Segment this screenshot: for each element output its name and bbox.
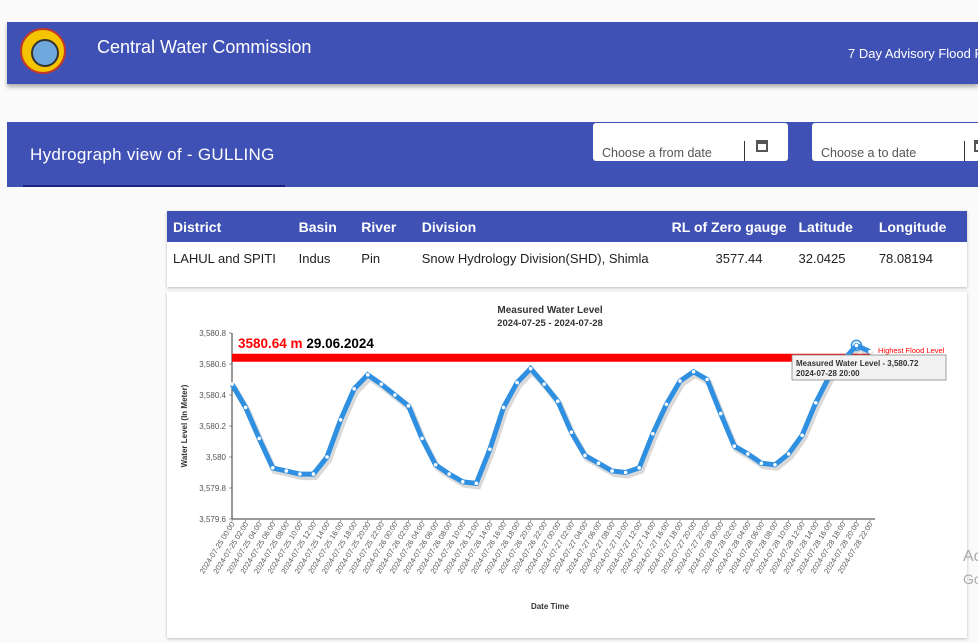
series-line [229,342,872,487]
data-point [311,472,316,476]
column-header: District [167,211,293,242]
data-point [365,373,370,377]
data-point [352,387,356,391]
tooltip-value: Measured Water Level - 3,580.72 [796,359,919,368]
column-header: River [355,211,416,242]
data-point [270,466,275,470]
data-point [447,472,451,476]
data-point [854,343,859,348]
table-cell: Indus [298,250,331,266]
data-point [474,481,479,486]
data-point [569,430,574,434]
y-tick-label: 3,580 [206,453,227,462]
logo [20,28,66,74]
data-point [664,402,669,407]
data-point [515,380,519,385]
app-title: Central Water Commission [97,37,312,57]
reference-name: Highest Flood Level [878,346,945,355]
data-point [488,447,492,452]
reference-value-label: 3580.64 m [238,336,303,351]
data-point [528,366,533,371]
chart-card: Measured Water Level 2024-07-25 - 2024-07… [167,292,967,638]
column-header: Latitude [792,211,873,242]
data-point [773,462,777,467]
data-point [678,379,682,383]
info-table: District Basin River Division RL of Zero gau… [167,211,967,274]
from-placeholder: Choose a from date [602,146,712,160]
y-axis-title: Water Level (In Meter) [180,384,189,467]
y-tick-label: 3,579.6 [199,515,226,524]
data-point [623,470,628,475]
y-tick-label: 3,580.6 [199,360,226,369]
watermark: Ac [963,548,978,565]
data-point [786,452,791,456]
watermark: Go [963,571,978,587]
title-underline [23,185,285,187]
data-point [393,393,397,397]
chart: Measured Water Level 2024-07-25 - 2024-07… [180,305,947,611]
data-point [596,461,601,465]
data-point [705,377,709,382]
data-point [433,462,438,467]
data-point [610,469,614,473]
data-point [325,455,329,459]
data-point [746,452,750,456]
reference-date: 29.06.2024 [306,336,374,351]
data-point [759,461,764,465]
app-bar [7,22,978,84]
data-point [691,369,696,374]
data-point [379,382,384,386]
advisory-link[interactable]: 7 Day Advisory Flood Forecast [848,46,978,61]
data-point [298,472,302,476]
table-cell: Snow Hydrology Division(SHD), Shimla [421,250,649,266]
y-tick-label: 3,580.8 [199,329,226,338]
data-point [501,405,506,410]
tooltip-box [791,354,947,381]
column-header: Basin [292,211,356,242]
data-point [555,399,560,403]
reference-annotation: 3580.64 m 29.06.2024 [238,336,374,351]
data-point [243,405,248,410]
data-point [542,382,547,386]
table-cell: 3577.44 [715,250,763,266]
data-point [800,433,804,438]
info-table-card: District Basin River Division RL of Zero gau… [167,211,967,287]
column-header: Division [415,211,659,242]
data-point [257,436,261,441]
hover-point [850,339,863,352]
to-date[interactable]: Choose a to date [812,123,978,161]
chart-subtitle: 2024-07-25 - 2024-07-28 [497,318,603,329]
y-tick-label: 3,580.2 [199,422,226,431]
data-point [338,418,343,422]
table-cell: 78.08194 [878,250,934,266]
x-axis-title: Date Time [531,602,570,611]
column-header: RL of Zero gauge [658,211,793,242]
y-tick-label: 3,580.4 [199,391,226,400]
data-point [406,404,411,408]
data-point [420,436,424,441]
data-point [583,453,587,458]
from-date[interactable]: Choose a from date [593,123,788,161]
data-point [732,444,737,448]
table-cell: Pin [361,250,381,266]
data-point [637,466,642,470]
data-point [284,469,289,473]
table-cell: LAHUL and SPITI [173,250,276,266]
tooltip-date: 2024-07-28 20:00 [796,369,860,378]
data-point [230,382,234,386]
data-point [651,431,655,436]
data-point [718,411,723,416]
to-placeholder: Choose a to date [821,146,917,160]
data-point [868,349,872,354]
data-point [813,400,818,405]
page-title: Hydrograph view of - GULLING [30,145,275,164]
y-tick-label: 3,579.8 [199,484,226,493]
data-point [460,480,465,484]
chart-title: Measured Water Level [497,305,602,316]
table-cell: 32.0425 [798,250,846,266]
column-header: Longitude [872,211,967,242]
